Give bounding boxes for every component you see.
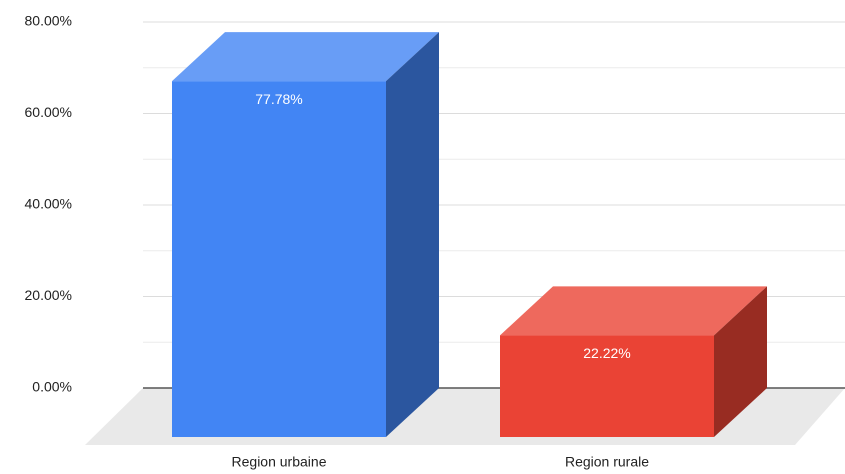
y-tick-label: 20.00% (25, 287, 72, 303)
y-tick-label: 0.00% (32, 379, 72, 395)
bar (500, 335, 714, 437)
y-tick-label: 60.00% (25, 104, 72, 120)
data-label: 77.78% (255, 91, 302, 107)
bar-side (714, 286, 767, 437)
bar (172, 81, 386, 438)
bar-top (172, 32, 439, 82)
data-label: 22.22% (583, 345, 630, 361)
x-tick-label: Region urbaine (232, 454, 327, 470)
bar-side (386, 32, 439, 438)
y-tick-label: 80.00% (25, 13, 72, 29)
bar-top (500, 286, 767, 336)
y-tick-label: 40.00% (25, 196, 72, 212)
x-tick-label: Region rurale (565, 454, 649, 470)
